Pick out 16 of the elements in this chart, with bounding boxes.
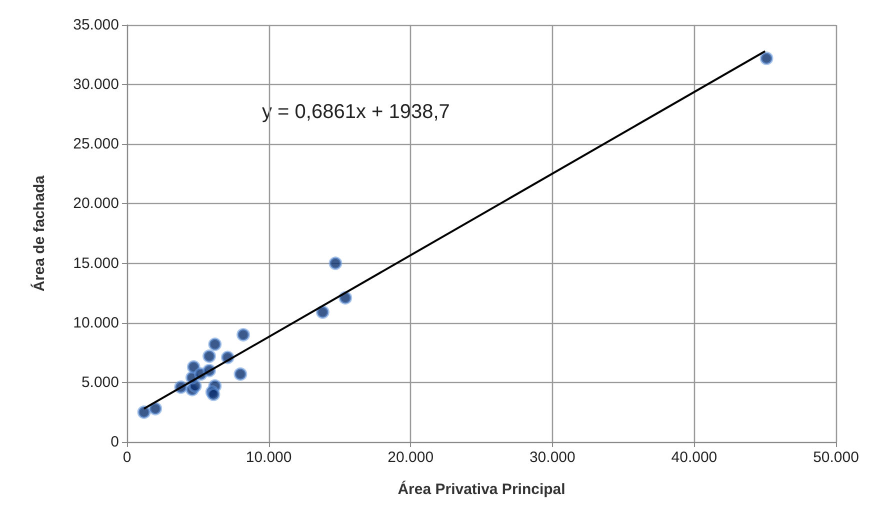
y-tick-label: 0 xyxy=(110,434,119,450)
y-tick-label: 35.000 xyxy=(73,16,119,34)
y-tick-label: 5.000 xyxy=(81,374,119,391)
x-tick-label: 10.000 xyxy=(246,449,292,466)
y-tick-label: 20.000 xyxy=(73,195,119,212)
y-tick-label: 25.000 xyxy=(73,136,119,153)
x-tick-label: 0 xyxy=(122,449,132,466)
x-tick-label: 20.000 xyxy=(388,449,434,466)
y-tick-label: 15.000 xyxy=(73,254,119,272)
y-tick-label: 30.000 xyxy=(73,76,119,94)
y-axis-title: Área de fachada xyxy=(30,174,48,292)
y-tick-label: 10.000 xyxy=(73,314,119,332)
x-axis-title: Área Privativa Principal xyxy=(398,480,566,498)
x-tick-label: 50.000 xyxy=(813,449,859,466)
x-tick-label: 30.000 xyxy=(529,449,576,466)
x-tick-label: 40.000 xyxy=(671,449,718,466)
